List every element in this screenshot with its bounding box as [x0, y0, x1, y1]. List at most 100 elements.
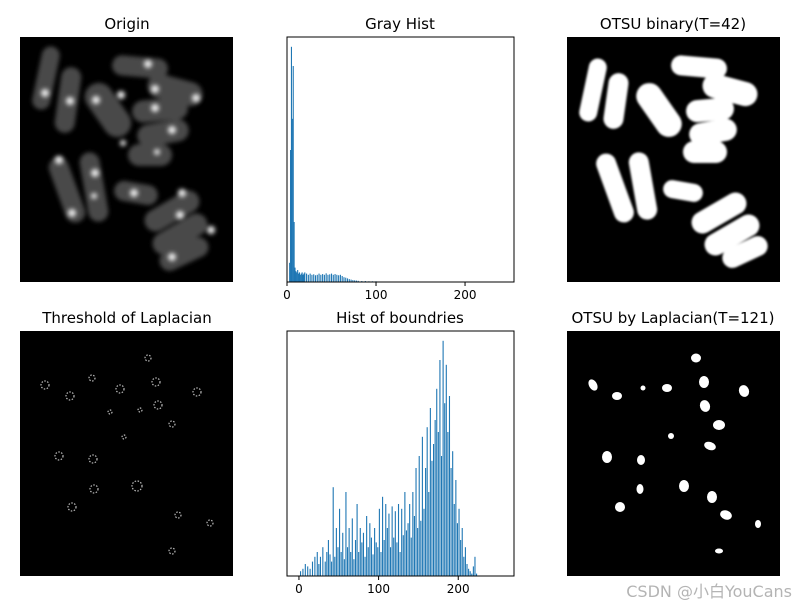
boundary-hist-bar	[464, 547, 466, 576]
boundary-hist-bar	[302, 568, 304, 576]
boundary-hist-bar	[377, 547, 379, 576]
gray-hist-bars	[289, 46, 457, 283]
boundary-hist-bar	[447, 432, 449, 576]
boundary-hist-bar	[350, 552, 352, 576]
gray-hist-bar	[338, 275, 340, 282]
boundary-hist-bar	[445, 364, 447, 576]
boundary-hist-bar	[452, 451, 454, 576]
gray-hist-bar	[307, 274, 309, 282]
boundary-hist-bar	[318, 564, 320, 576]
gray-hist-bar	[327, 274, 329, 282]
boundary-hist-bar	[456, 523, 458, 576]
boundary-hist-bar	[453, 504, 455, 576]
gray-hist-bar	[300, 273, 302, 282]
gray-hist-bar	[292, 66, 294, 282]
otsu-laplacian-blobs	[588, 353, 761, 554]
boundary-hist-bar	[460, 540, 462, 576]
gray-hist-bar	[343, 277, 345, 282]
gray-hist-bar	[291, 118, 293, 282]
boundary-hist-bar	[436, 388, 438, 576]
boundary-hist-bar	[448, 396, 451, 576]
boundary-hist-bar	[458, 508, 460, 576]
gray-hist-bar	[289, 262, 291, 282]
boundary-hist-bar	[342, 532, 344, 576]
boundary-hist-bar	[337, 547, 339, 576]
watermark-text: CSDN @小白YouCans	[626, 582, 792, 601]
boundary-hist-bar	[407, 523, 409, 576]
gray-hist-bar	[293, 222, 295, 282]
boundary-hist-bar	[356, 504, 358, 576]
gray-hist-bar	[348, 279, 350, 282]
gray-hist-bar	[294, 267, 296, 282]
boundary-hist-bar	[388, 513, 390, 576]
boundary-hist-bar	[348, 528, 350, 576]
boundary-hist-bar	[440, 456, 443, 576]
boundary-hist-bar	[426, 427, 428, 576]
panel-title-otsu-binary: OTSU binary(T=42)	[600, 15, 746, 33]
gray-hist-bar	[339, 274, 341, 282]
boundary-hist-bar	[369, 523, 371, 576]
boundary-hist-bar	[442, 340, 444, 576]
boundary-hist-bar	[393, 537, 395, 576]
boundary-hist-tick-label: 0	[295, 582, 303, 596]
boundary-hist-bar	[474, 556, 476, 576]
boundary-hist-bar	[385, 504, 387, 576]
gray-hist-bar	[309, 273, 311, 282]
boundary-hist-bar	[324, 561, 326, 576]
origin-cells-image	[32, 46, 209, 271]
panel-otsu-binary: OTSU binary(T=42)	[567, 15, 780, 282]
gray-hist-bar	[323, 274, 325, 282]
panel-title-origin: Origin	[104, 15, 149, 33]
boundary-hist-bar	[343, 559, 345, 576]
boundary-hist-bar	[361, 542, 363, 576]
boundary-hist-bar	[409, 504, 411, 576]
boundary-hist-bar	[421, 436, 423, 576]
gray-hist-bar	[336, 274, 338, 282]
boundary-hist-bar	[382, 496, 384, 576]
boundary-hist-bar	[366, 516, 368, 576]
boundary-hist-bar	[469, 571, 471, 576]
boundary-hist-bar	[417, 528, 419, 576]
boundary-hist-bar	[316, 552, 318, 576]
boundary-hist-bar	[466, 564, 468, 576]
boundary-hist-bar	[450, 468, 452, 576]
boundary-hist-bar	[429, 408, 431, 576]
boundary-hist-bar	[425, 468, 427, 576]
boundary-hist-bar	[391, 506, 393, 576]
boundary-hist-bar	[327, 540, 329, 576]
boundary-hist-bar	[418, 456, 420, 576]
boundary-hist-bar	[314, 556, 316, 576]
boundary-hist-bar	[420, 520, 422, 576]
gray-hist-bar	[345, 277, 347, 282]
gray-hist-bar	[295, 271, 297, 282]
gray-hist-bar	[290, 150, 292, 282]
panel-title-boundary-hist: Hist of boundries	[336, 309, 464, 327]
boundary-hist-bar	[329, 554, 331, 576]
gray-hist-bar	[299, 274, 301, 282]
boundary-hist-bar	[332, 487, 334, 576]
laplacian-image-background	[20, 331, 233, 576]
gray-hist-bar	[320, 274, 322, 282]
gray-hist-bar	[357, 280, 359, 282]
gray-hist-bar	[316, 274, 318, 282]
boundary-hist-bar	[389, 547, 392, 576]
gray-hist-frame	[286, 36, 515, 283]
boundary-hist-bar	[339, 508, 341, 576]
gray-hist-tick-label: 200	[454, 288, 477, 302]
gray-hist-bar	[313, 274, 315, 282]
gray-hist-bar	[322, 274, 324, 282]
boundary-hist-bar	[380, 552, 382, 576]
panel-title-otsu-laplacian: OTSU by Laplacian(T=121)	[571, 309, 774, 327]
gray-hist-bar	[332, 274, 334, 282]
gray-hist-bar	[314, 275, 317, 282]
gray-hist-bar	[350, 279, 352, 282]
otsu-binary-mask	[579, 55, 768, 268]
panel-laplacian-threshold: Threshold of Laplacian	[20, 309, 233, 576]
panel-title-laplacian: Threshold of Laplacian	[41, 309, 211, 327]
boundary-hist-tick-label: 200	[447, 582, 470, 596]
boundary-hist-tick-label: 100	[367, 582, 390, 596]
boundary-hist-bar	[396, 542, 398, 576]
boundary-hist-bar	[319, 556, 321, 576]
boundary-hist-bar	[431, 460, 433, 576]
boundary-hist-bar	[471, 573, 473, 576]
